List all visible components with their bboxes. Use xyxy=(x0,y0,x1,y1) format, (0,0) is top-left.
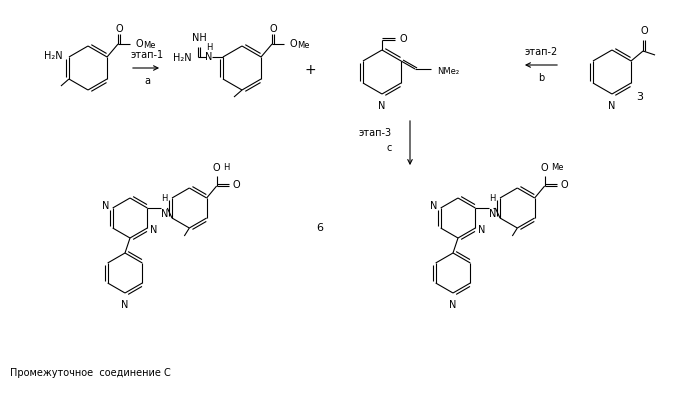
Text: 3: 3 xyxy=(637,92,644,102)
Text: H₂N: H₂N xyxy=(173,53,192,63)
Text: H: H xyxy=(206,43,212,52)
Text: N: N xyxy=(608,101,616,111)
Text: 6: 6 xyxy=(317,223,324,233)
Text: N: N xyxy=(489,209,496,219)
Text: O: O xyxy=(115,24,123,34)
Text: N: N xyxy=(161,209,168,219)
Text: N: N xyxy=(478,225,486,235)
Text: этап-2: этап-2 xyxy=(524,47,558,57)
Text: N: N xyxy=(449,300,456,310)
Text: N: N xyxy=(206,52,212,62)
Text: H₂N: H₂N xyxy=(44,51,63,61)
Text: H: H xyxy=(161,194,168,203)
Text: N: N xyxy=(150,225,158,235)
Text: N: N xyxy=(431,201,438,211)
Text: c: c xyxy=(387,143,392,153)
Text: NMe₂: NMe₂ xyxy=(437,66,459,75)
Text: этап-1: этап-1 xyxy=(131,50,164,60)
Text: +: + xyxy=(304,63,316,77)
Text: O: O xyxy=(289,39,296,49)
Text: N: N xyxy=(122,300,129,310)
Text: Промежуточное  соединение C: Промежуточное соединение C xyxy=(10,368,171,378)
Text: O: O xyxy=(212,163,220,173)
Text: NH: NH xyxy=(192,33,206,43)
Text: этап-3: этап-3 xyxy=(359,128,392,138)
Text: O: O xyxy=(233,180,240,190)
Text: N: N xyxy=(378,101,386,111)
Text: O: O xyxy=(269,24,277,34)
Text: b: b xyxy=(538,73,544,83)
Text: Me: Me xyxy=(143,40,156,50)
Text: O: O xyxy=(541,163,549,173)
Text: N: N xyxy=(102,201,110,211)
Text: O: O xyxy=(640,26,648,36)
Text: O: O xyxy=(135,39,143,49)
Text: Me: Me xyxy=(297,40,310,50)
Text: H: H xyxy=(223,163,229,172)
Text: a: a xyxy=(144,76,150,86)
Text: O: O xyxy=(400,34,408,44)
Text: Me: Me xyxy=(551,163,563,172)
Text: H: H xyxy=(489,194,496,203)
Text: O: O xyxy=(561,180,568,190)
